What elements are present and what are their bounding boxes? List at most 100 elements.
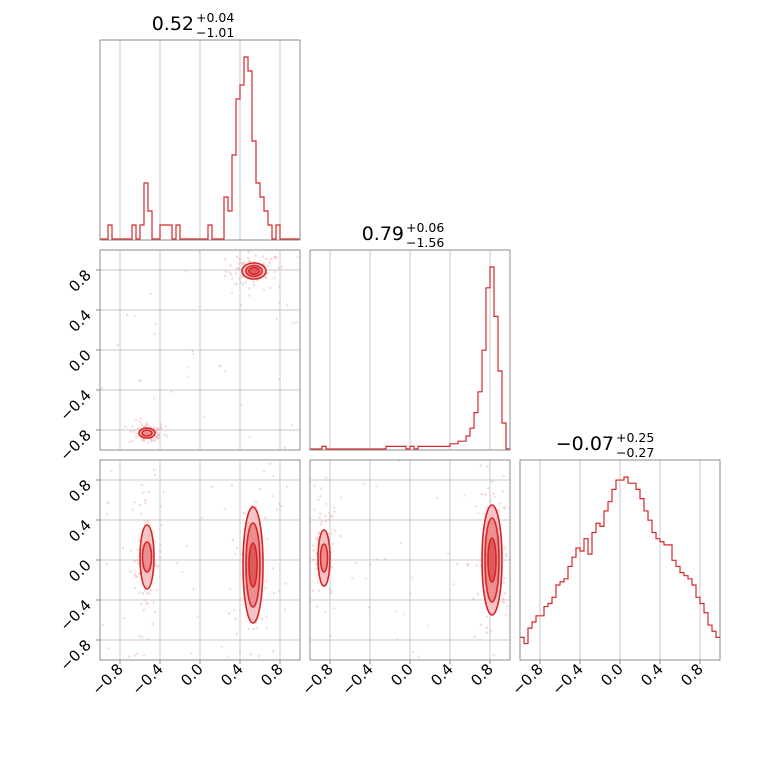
scatter-point xyxy=(140,635,144,639)
scatter-point xyxy=(146,521,149,524)
scatter-point xyxy=(201,516,204,520)
scatter-point xyxy=(175,561,179,565)
scatter-point xyxy=(502,597,505,601)
scatter-point xyxy=(149,292,153,296)
scatter-point xyxy=(247,259,251,263)
scatter-point xyxy=(137,571,141,575)
scatter-point xyxy=(154,322,158,326)
diag-2-gridlines xyxy=(329,250,491,450)
scatter-point xyxy=(311,589,315,592)
title-plus: +0.04 xyxy=(196,10,234,25)
contour-level xyxy=(248,266,260,276)
scatter-point xyxy=(144,421,148,425)
scatter-point xyxy=(409,593,412,596)
scatter-point xyxy=(277,266,281,270)
scatter-point xyxy=(332,506,336,509)
scatter-point xyxy=(452,583,456,586)
scatter-point xyxy=(157,433,161,436)
diag-2-frame xyxy=(309,249,511,451)
scatter-point xyxy=(135,575,138,578)
scatter-point xyxy=(249,653,252,656)
scatter-point xyxy=(186,366,190,369)
joint-x1-x3-scatter xyxy=(101,410,289,658)
scatter-point xyxy=(275,256,279,259)
scatter-point xyxy=(489,500,492,503)
contour-level xyxy=(487,537,497,583)
scatter-point xyxy=(268,462,272,465)
scatter-point xyxy=(317,531,321,534)
scatter-point xyxy=(485,506,489,509)
scatter-point xyxy=(270,257,273,261)
scatter-point xyxy=(146,423,150,427)
scatter-point xyxy=(223,507,226,511)
scatter-point xyxy=(265,626,268,629)
scatter-point xyxy=(155,427,159,430)
scatter-point xyxy=(383,557,387,560)
scatter-point xyxy=(351,577,354,580)
scatter-point xyxy=(272,474,275,478)
scatter-point xyxy=(141,592,145,595)
scatter-point xyxy=(223,274,227,278)
scatter-point xyxy=(129,570,132,573)
scatter-point xyxy=(143,519,147,523)
scatter-point xyxy=(192,352,195,355)
scatter-point xyxy=(241,596,245,599)
x-tick-label: 0.0 xyxy=(387,660,417,690)
scatter-point xyxy=(142,654,146,657)
scatter-point xyxy=(210,485,214,489)
scatter-point xyxy=(230,483,234,487)
scatter-point xyxy=(129,430,133,433)
scatter-point xyxy=(203,416,206,419)
title-plus: +0.25 xyxy=(616,430,654,445)
scatter-point xyxy=(266,264,270,267)
scatter-point xyxy=(330,590,333,593)
scatter-point xyxy=(242,261,246,264)
scatter-point xyxy=(251,410,254,413)
scatter-point xyxy=(502,475,505,478)
scatter-point xyxy=(133,654,136,657)
x-tick-label: 0.8 xyxy=(677,660,707,690)
x-tick-label: 0.0 xyxy=(177,660,207,690)
scatter-point xyxy=(156,437,159,441)
scatter-point xyxy=(284,582,287,586)
scatter-point xyxy=(482,512,486,516)
scatter-point xyxy=(477,512,480,515)
y-tick-label: −0.8 xyxy=(56,426,94,464)
scatter-point xyxy=(278,301,281,305)
scatter-point xyxy=(134,575,138,578)
scatter-point xyxy=(330,514,334,518)
scatter-point xyxy=(140,422,144,426)
scatter-point xyxy=(234,271,238,275)
scatter-point xyxy=(501,600,505,604)
scatter-point xyxy=(315,567,319,571)
y-tick-label: −0.4 xyxy=(56,596,94,634)
scatter-point xyxy=(399,541,403,545)
scatter-point xyxy=(241,275,244,278)
scatter-point xyxy=(247,627,251,631)
scatter-point xyxy=(159,426,162,429)
scatter-point xyxy=(313,484,316,487)
scatter-point xyxy=(153,540,156,543)
scatter-point xyxy=(246,256,250,260)
scatter-point xyxy=(142,438,146,441)
scatter-point xyxy=(498,502,502,505)
scatter-point xyxy=(229,264,233,267)
joint-x2-x3-hgrid xyxy=(310,479,510,641)
scatter-point xyxy=(258,487,262,491)
scatter-point xyxy=(262,288,266,292)
scatter-point xyxy=(436,496,439,500)
scatter-point xyxy=(396,638,399,641)
scatter-point xyxy=(153,332,156,336)
scatter-point xyxy=(254,254,257,257)
scatter-point xyxy=(139,512,143,516)
title-minus: −0.27 xyxy=(616,445,654,460)
scatter-point xyxy=(497,508,501,512)
scatter-point xyxy=(489,455,492,458)
scatter-point xyxy=(329,591,332,595)
scatter-point xyxy=(190,652,193,655)
scatter-point xyxy=(479,623,483,627)
x-tick-label: 0.4 xyxy=(637,660,667,690)
scatter-point xyxy=(485,615,489,619)
scatter-point xyxy=(506,605,509,608)
scatter-point xyxy=(226,655,230,658)
